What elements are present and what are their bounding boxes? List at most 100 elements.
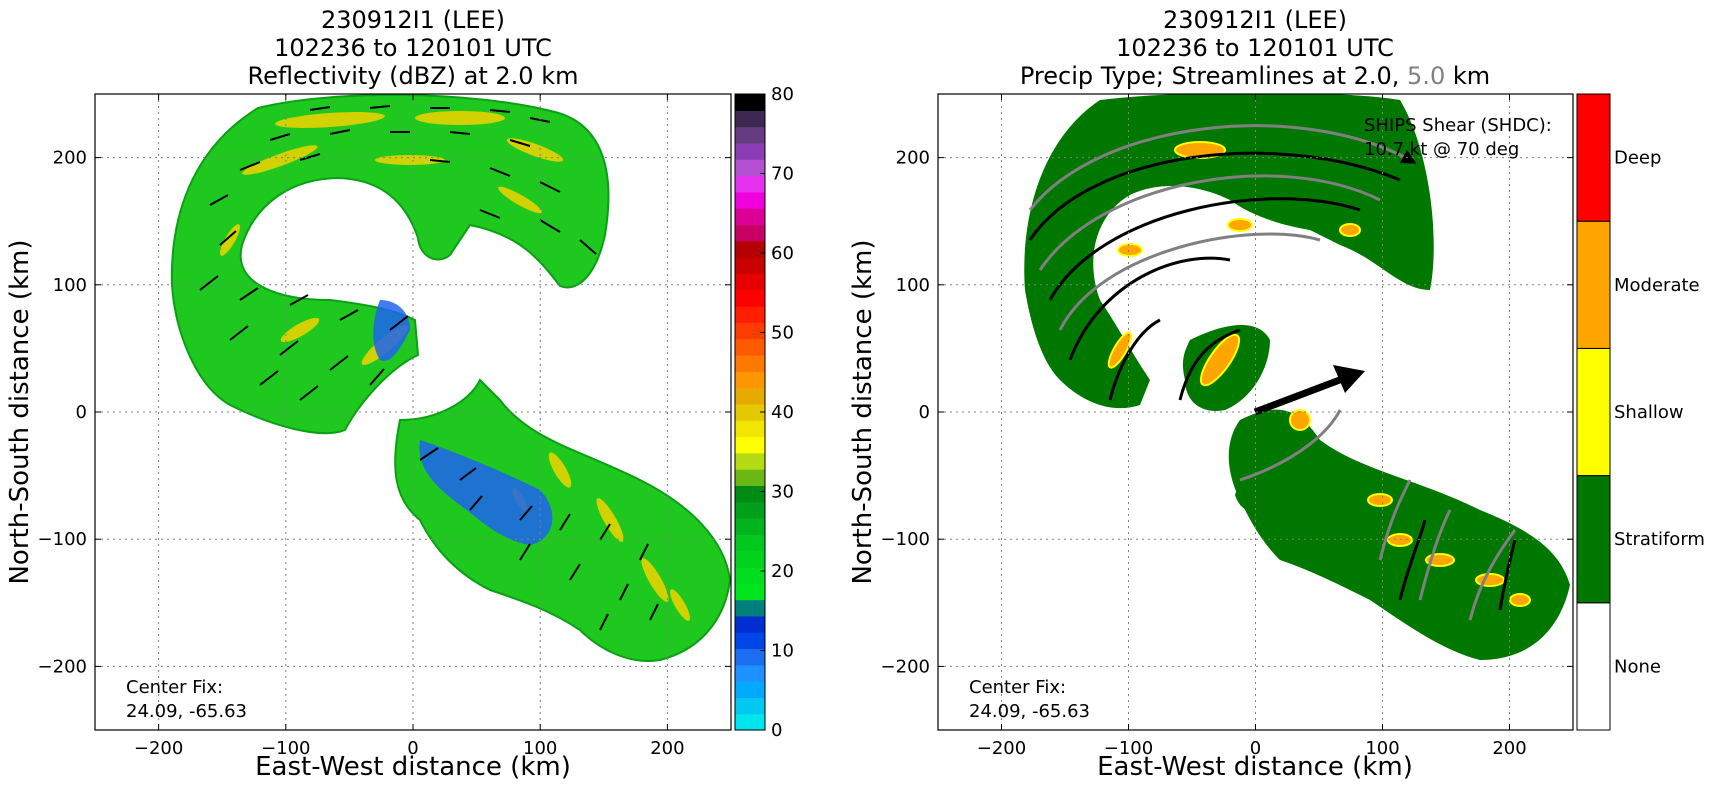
colorbar-segment xyxy=(735,436,765,454)
colorbar-segment xyxy=(735,420,765,438)
center-fix-value: 24.09, -65.63 xyxy=(126,701,247,722)
title-line-2: 102236 to 120101 UTC xyxy=(1116,34,1394,62)
colorbar-segment xyxy=(735,175,765,193)
colorbar-segment xyxy=(735,501,765,519)
colorbar-segment xyxy=(735,110,765,128)
category-swatch-shallow xyxy=(1576,347,1611,477)
colorbar-segment xyxy=(735,632,765,650)
y-tick-label: 100 xyxy=(896,275,930,296)
streamlines-2km xyxy=(1028,151,1517,611)
x-tick-label: −100 xyxy=(1104,738,1153,759)
colorbar-segment xyxy=(735,550,765,568)
wind-barbs xyxy=(199,105,659,631)
colorbar-segment xyxy=(735,403,765,421)
precip-type-field xyxy=(938,94,1573,730)
category-swatch-none xyxy=(1576,602,1611,731)
y-tick-label: −100 xyxy=(38,529,87,550)
category-label: Stratiform xyxy=(1614,529,1705,550)
colorbar-tick-label: 60 xyxy=(771,243,794,264)
x-axis-label: East-West distance (km) xyxy=(1097,752,1413,782)
moderate-cells xyxy=(1107,141,1531,607)
panel-reflectivity: 230912I1 (LEE) 102236 to 120101 UTC Refl… xyxy=(5,6,794,782)
category-label: Moderate xyxy=(1614,275,1700,296)
y-tick-label: 0 xyxy=(76,402,87,423)
x-tick-label: 200 xyxy=(1492,738,1526,759)
colorbar-segment xyxy=(735,322,765,340)
x-tick-label: 100 xyxy=(1365,738,1399,759)
x-tick-label: 0 xyxy=(407,738,418,759)
south-band xyxy=(394,378,731,662)
x-tick-label: 100 xyxy=(523,738,557,759)
axis-ticks: −200 −100 0 100 200 −200 −100 0 100 200 xyxy=(38,94,731,759)
y-axis-label: North-South distance (km) xyxy=(848,239,878,584)
title-line-1: 230912I1 (LEE) xyxy=(1163,6,1347,34)
colorbar-segment xyxy=(735,697,765,715)
gridlines xyxy=(95,94,731,730)
category-label: None xyxy=(1614,656,1661,677)
panel-precip-type: 230912I1 (LEE) 102236 to 120101 UTC Prec… xyxy=(848,6,1705,782)
y-tick-label: −200 xyxy=(38,656,87,677)
colorbar-segment xyxy=(735,338,765,356)
colorbar-tick-label: 40 xyxy=(771,402,794,423)
title-line-1: 230912I1 (LEE) xyxy=(321,6,505,34)
y-tick-label: 200 xyxy=(896,148,930,169)
colorbar-segment xyxy=(735,713,765,731)
colorbar-segment xyxy=(735,664,765,682)
category-swatch-deep xyxy=(1576,93,1611,222)
shear-value: 10.7 kt @ 70 deg xyxy=(1364,139,1519,160)
stratiform-south-2 xyxy=(1235,480,1270,512)
colorbar-segment xyxy=(735,142,765,160)
colorbar-segment xyxy=(735,289,765,307)
colorbar-ticks: 0 10 20 30 40 50 60 70 80 xyxy=(760,84,794,741)
category-swatch-stratiform xyxy=(1576,475,1611,604)
colorbar-segment xyxy=(735,94,765,111)
colorbar-segment xyxy=(735,469,765,486)
colorbar-tick-label: 10 xyxy=(771,641,794,662)
low-dbz-area-2 xyxy=(373,300,410,361)
y-tick-label: 100 xyxy=(53,275,87,296)
y-tick-label: 0 xyxy=(919,402,930,423)
colorbar-segment xyxy=(735,354,765,372)
colorbar-segment xyxy=(735,208,765,226)
colorbar-tick-label: 20 xyxy=(771,561,794,582)
colorbar-segment xyxy=(735,518,765,535)
colorbar-segment xyxy=(735,387,765,405)
y-tick-label: 200 xyxy=(53,148,87,169)
north-band-highlights xyxy=(220,111,564,366)
category-label: Shallow xyxy=(1614,402,1684,423)
colorbar-tick-label: 80 xyxy=(771,84,794,105)
center-fix-label: Center Fix: xyxy=(126,677,223,698)
streamlines-5km xyxy=(1028,124,1517,621)
reflectivity-field xyxy=(95,94,731,730)
x-tick-label: 200 xyxy=(650,738,684,759)
x-tick-label: −100 xyxy=(261,738,310,759)
category-label: Deep xyxy=(1614,148,1661,169)
colorbar-tick-label: 50 xyxy=(771,323,794,344)
x-tick-label: −200 xyxy=(134,738,183,759)
colorbar xyxy=(735,94,765,731)
colorbar-tick-label: 70 xyxy=(771,164,794,185)
axis-ticks: −200 −100 0 100 200 −200 −100 0 100 200 xyxy=(881,94,1573,759)
south-band-highlights xyxy=(512,452,690,621)
colorbar-segment xyxy=(735,566,765,584)
shear-arrow-head xyxy=(1333,365,1365,393)
colorbar-tick-label: 0 xyxy=(771,720,782,741)
title-line-3: Precip Type; Streamlines at 2.0, 5.0 km xyxy=(1020,62,1490,90)
colorbar-segment xyxy=(735,191,765,209)
colorbar-segment xyxy=(735,224,765,242)
gridlines xyxy=(938,94,1573,730)
x-tick-label: 0 xyxy=(1250,738,1261,759)
colorbar-segment xyxy=(735,534,765,552)
north-band xyxy=(170,94,610,435)
title-line-3: Reflectivity (dBZ) at 2.0 km xyxy=(248,62,579,90)
category-swatch-moderate xyxy=(1576,220,1611,349)
colorbar-segment xyxy=(735,159,765,177)
colorbar-tick-label: 30 xyxy=(771,482,794,503)
colorbar-segment xyxy=(735,681,765,698)
y-axis-label: North-South distance (km) xyxy=(5,239,35,584)
colorbar-segment xyxy=(735,257,765,274)
y-tick-label: −100 xyxy=(881,529,930,550)
colorbar-segment xyxy=(735,485,765,503)
colorbar-segment xyxy=(735,452,765,470)
